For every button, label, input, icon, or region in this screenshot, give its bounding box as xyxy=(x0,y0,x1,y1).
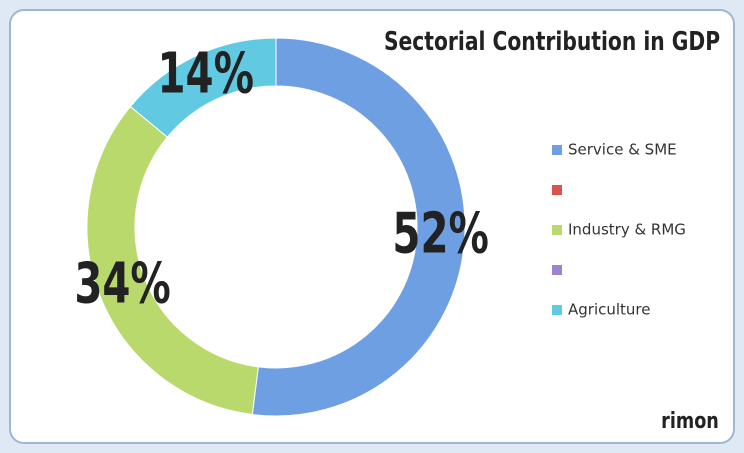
data-label: 52% xyxy=(392,201,488,266)
legend-swatch xyxy=(552,185,562,195)
chart-title: Sectorial Contribution in GDP xyxy=(384,27,720,57)
legend-label: Agriculture xyxy=(568,301,651,319)
legend-swatch xyxy=(552,145,562,155)
donut-slice xyxy=(129,37,277,138)
legend-swatch xyxy=(552,305,562,315)
annotation: rimon xyxy=(661,408,719,433)
chart-frame xyxy=(9,9,735,444)
legend-swatch xyxy=(552,265,562,275)
legend-label: Industry & RMG xyxy=(568,221,686,239)
legend-label: Service & SME xyxy=(568,141,677,159)
donut-slice xyxy=(251,37,466,417)
legend-swatch xyxy=(552,225,562,235)
donut-slice xyxy=(86,105,259,416)
data-label: 14% xyxy=(158,41,254,106)
data-label: 34% xyxy=(74,251,170,316)
